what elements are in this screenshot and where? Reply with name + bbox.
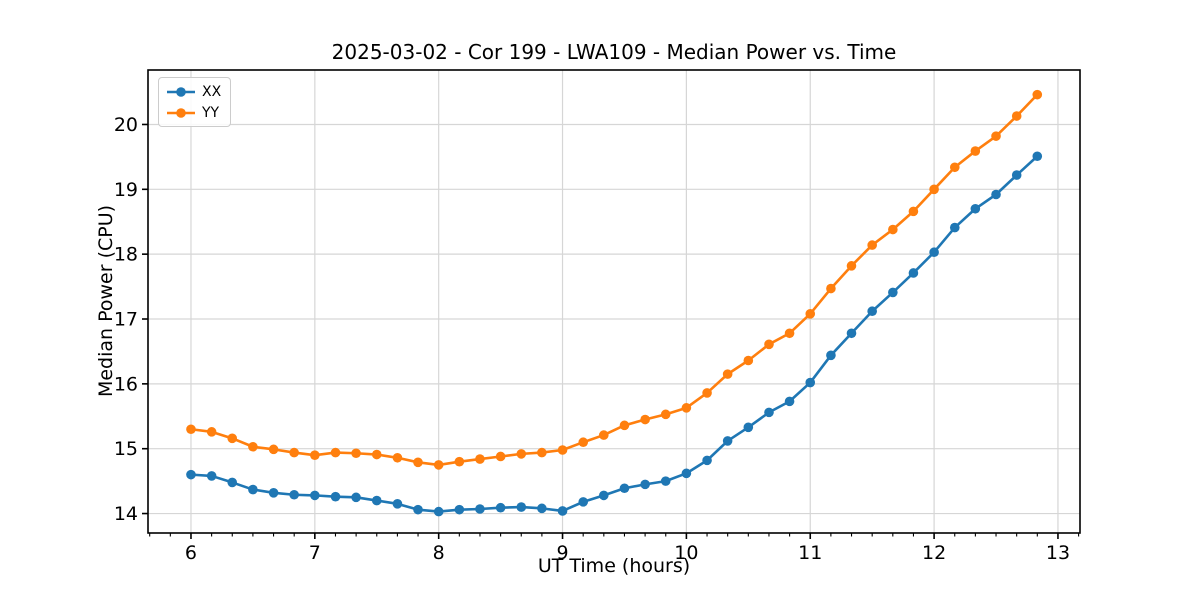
- svg-text:7: 7: [309, 542, 321, 564]
- series-YY-markers: [186, 89, 1043, 470]
- plot-border: [147, 69, 1081, 534]
- chart-title: 2025-03-02 - Cor 199 - LWA109 - Median P…: [331, 40, 897, 64]
- svg-text:14: 14: [114, 503, 138, 525]
- series-YY-line: [190, 93, 1039, 467]
- svg-text:16: 16: [114, 373, 138, 395]
- legend-item-xx: XX: [166, 82, 221, 101]
- x-axis-label: UT Time (hours): [537, 555, 691, 577]
- y-axis-label: Median Power (CPU): [95, 204, 117, 398]
- legend-item-yy: YY: [166, 103, 221, 122]
- svg-text:12: 12: [922, 542, 946, 564]
- svg-text:10: 10: [674, 542, 698, 564]
- svg-text:20: 20: [114, 114, 138, 136]
- svg-text:19: 19: [114, 179, 138, 201]
- svg-text:18: 18: [114, 244, 138, 266]
- legend-label-xx: XX: [202, 83, 222, 100]
- svg-text:9: 9: [556, 542, 568, 564]
- legend: XX YY: [158, 77, 232, 127]
- x-tick-labels: 6 7 8 9 10 11 12 13: [185, 542, 1070, 564]
- svg-text:11: 11: [798, 542, 822, 564]
- svg-text:15: 15: [114, 438, 138, 460]
- legend-line-marker-xx: [167, 86, 195, 97]
- svg-text:6: 6: [185, 542, 197, 564]
- grid-lines: [148, 70, 1080, 533]
- series-XX-markers: [186, 151, 1043, 517]
- y-tick-labels: 14 15 16 17 18 19 20: [114, 114, 138, 525]
- legend-label-yy: YY: [202, 104, 220, 121]
- svg-text:17: 17: [114, 309, 138, 331]
- legend-line-marker-yy: [167, 107, 195, 118]
- svg-text:8: 8: [433, 542, 445, 564]
- svg-text:13: 13: [1046, 542, 1070, 564]
